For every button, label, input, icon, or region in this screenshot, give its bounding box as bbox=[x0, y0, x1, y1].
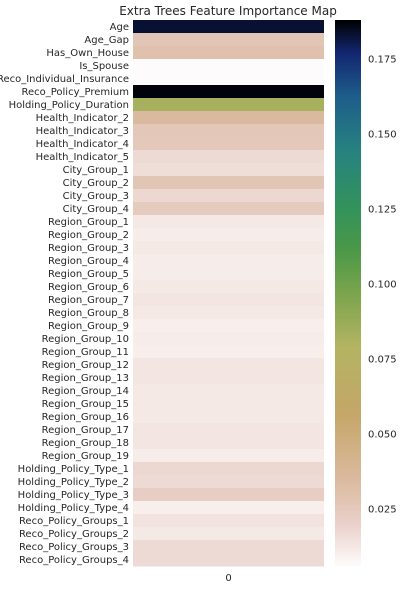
heatmap-cell bbox=[133, 202, 324, 216]
heatmap-cell bbox=[133, 189, 324, 203]
heatmap-cell bbox=[133, 514, 324, 528]
feature-label: Holding_Policy_Type_3 bbox=[18, 490, 129, 501]
feature-label: Region_Group_3 bbox=[48, 243, 129, 254]
colorbar-tick-label: 0.050 bbox=[368, 430, 397, 441]
heatmap-cell bbox=[133, 371, 324, 385]
heatmap-cell bbox=[133, 254, 324, 268]
colorbar-tick-label: 0.100 bbox=[368, 280, 397, 291]
heatmap-cell bbox=[133, 98, 324, 112]
feature-label: Region_Group_19 bbox=[42, 451, 129, 462]
heatmap-cell bbox=[133, 306, 324, 320]
heatmap-cell bbox=[133, 72, 324, 86]
heatmap-cell bbox=[133, 137, 324, 151]
heatmap-cell bbox=[133, 124, 324, 138]
heatmap-cell bbox=[133, 384, 324, 398]
feature-label: Reco_Policy_Groups_2 bbox=[19, 529, 129, 540]
feature-label: Region_Group_6 bbox=[48, 282, 129, 293]
feature-label: Region_Group_12 bbox=[42, 360, 129, 371]
feature-label: City_Group_4 bbox=[63, 204, 129, 215]
heatmap-cell bbox=[133, 488, 324, 502]
feature-label: Health_Indicator_3 bbox=[36, 126, 129, 137]
heatmap-cell bbox=[133, 501, 324, 515]
heatmap-cell bbox=[133, 449, 324, 463]
heatmap-cell bbox=[133, 410, 324, 424]
x-axis-ticks: 0 bbox=[225, 573, 231, 584]
feature-label: Holding_Policy_Duration bbox=[9, 100, 129, 111]
feature-label: Region_Group_8 bbox=[48, 308, 129, 319]
heatmap-cell bbox=[133, 293, 324, 307]
feature-label: Reco_Policy_Groups_4 bbox=[19, 555, 129, 566]
feature-label: Region_Group_2 bbox=[48, 230, 129, 241]
heatmap-cells bbox=[133, 20, 324, 567]
heatmap-cell bbox=[133, 241, 324, 255]
colorbar-tick-label: 0.175 bbox=[368, 55, 397, 66]
feature-label: Health_Indicator_2 bbox=[36, 113, 129, 124]
colorbar bbox=[335, 20, 361, 566]
colorbar-ticks: 0.025 0.050 0.075 0.100 0.125 0.150 0.175 bbox=[368, 55, 397, 516]
feature-label: City_Group_3 bbox=[63, 191, 129, 202]
feature-label: Region_Group_14 bbox=[42, 386, 129, 397]
feature-label: Region_Group_9 bbox=[48, 321, 129, 332]
feature-label: Region_Group_15 bbox=[42, 399, 129, 410]
feature-label: City_Group_2 bbox=[63, 178, 129, 189]
heatmap-cell bbox=[133, 423, 324, 437]
heatmap-cell bbox=[133, 20, 324, 34]
feature-label: Is_Spouse bbox=[79, 61, 129, 72]
feature-label: Region_Group_17 bbox=[42, 425, 129, 436]
heatmap-cell bbox=[133, 85, 324, 99]
heatmap-cell bbox=[133, 280, 324, 294]
feature-label: Reco_Policy_Premium bbox=[21, 87, 129, 98]
feature-label: Region_Group_5 bbox=[48, 269, 129, 280]
feature-label: Region_Group_4 bbox=[48, 256, 129, 267]
heatmap-cell bbox=[133, 215, 324, 229]
feature-label: Reco_Policy_Groups_1 bbox=[19, 516, 129, 527]
feature-label: Health_Indicator_5 bbox=[36, 152, 129, 163]
feature-label: Reco_Individual_Insurance bbox=[0, 74, 129, 85]
heatmap-cell bbox=[133, 397, 324, 411]
heatmap-cell bbox=[133, 33, 324, 47]
feature-label: Region_Group_16 bbox=[42, 412, 129, 423]
feature-label: Region_Group_13 bbox=[42, 373, 129, 384]
heatmap-cell bbox=[133, 150, 324, 164]
feature-label: Age bbox=[110, 22, 129, 33]
heatmap-cell bbox=[133, 163, 324, 177]
heatmap-cell bbox=[133, 267, 324, 281]
feature-labels: Age Age_Gap Has_Own_House Is_Spouse Reco_Ind… bbox=[0, 22, 129, 566]
heatmap-cell bbox=[133, 319, 324, 333]
feature-label: Region_Group_18 bbox=[42, 438, 129, 449]
heatmap-cell bbox=[133, 553, 324, 567]
heatmap-cell bbox=[133, 228, 324, 242]
heatmap-cell bbox=[133, 111, 324, 125]
heatmap-cell bbox=[133, 358, 324, 372]
feature-label: Age_Gap bbox=[84, 35, 129, 46]
colorbar-tick-label: 0.075 bbox=[368, 355, 397, 366]
heatmap-cell bbox=[133, 59, 324, 73]
feature-label: Reco_Policy_Groups_3 bbox=[19, 542, 129, 553]
feature-label: Region_Group_7 bbox=[48, 295, 129, 306]
colorbar-tick-label: 0.150 bbox=[368, 130, 397, 141]
feature-label: City_Group_1 bbox=[63, 165, 129, 176]
heatmap-cell bbox=[133, 332, 324, 346]
feature-label: Holding_Policy_Type_4 bbox=[18, 503, 129, 514]
feature-label: Health_Indicator_4 bbox=[36, 139, 129, 150]
feature-label: Holding_Policy_Type_2 bbox=[18, 477, 129, 488]
colorbar-tick-label: 0.125 bbox=[368, 205, 397, 216]
heatmap-cell bbox=[133, 345, 324, 359]
heatmap-cell bbox=[133, 527, 324, 541]
heatmap-cell bbox=[133, 475, 324, 489]
heatmap-cell bbox=[133, 46, 324, 60]
colorbar-tick-label: 0.025 bbox=[368, 505, 397, 516]
heatmap-cell bbox=[133, 462, 324, 476]
feature-label: Has_Own_House bbox=[46, 48, 129, 59]
feature-label: Holding_Policy_Type_1 bbox=[18, 464, 129, 475]
chart-title: Extra Trees Feature Importance Map bbox=[119, 4, 337, 18]
heatmap-cell bbox=[133, 436, 324, 450]
x-tick-label: 0 bbox=[225, 573, 231, 584]
feature-label: Region_Group_11 bbox=[42, 347, 129, 358]
feature-label: Region_Group_10 bbox=[42, 334, 129, 345]
feature-label: Region_Group_1 bbox=[48, 217, 129, 228]
heatmap-cell bbox=[133, 540, 324, 554]
heatmap-cell bbox=[133, 176, 324, 190]
